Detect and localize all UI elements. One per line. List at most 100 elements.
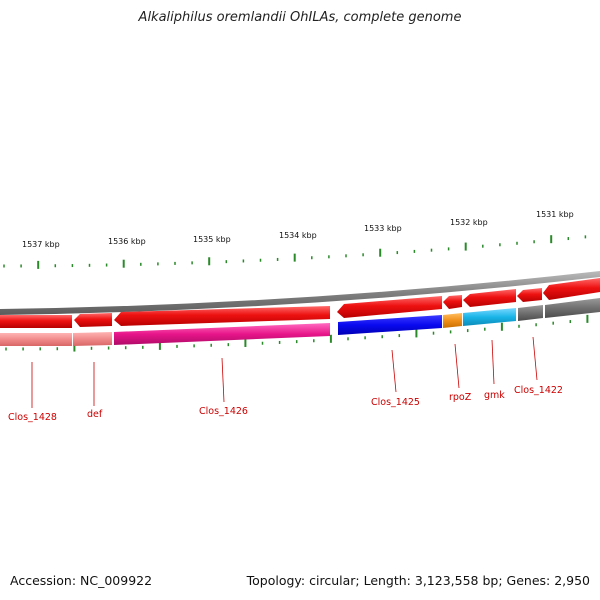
scale-tick	[122, 259, 125, 268]
scale-tick	[364, 336, 366, 340]
scale-tick	[328, 255, 330, 259]
scale-tick	[191, 261, 193, 265]
scale-label: 1533 kbp	[364, 224, 402, 233]
scale-tick	[432, 331, 435, 335]
scale-tick	[347, 337, 349, 341]
scale-tick	[244, 338, 247, 347]
scale-tick	[90, 346, 93, 350]
gene-label-gmk[interactable]: gmk	[484, 390, 505, 401]
scale-tick	[362, 253, 364, 257]
gene-label-def[interactable]: def	[87, 409, 103, 420]
scale-tick	[88, 263, 91, 267]
scale-tick	[193, 344, 195, 348]
cog-Clos_1428	[0, 333, 72, 346]
scale-tick	[415, 329, 418, 338]
scale-tick	[158, 341, 161, 350]
scale-tick	[278, 340, 281, 344]
scale-tick	[413, 249, 416, 253]
gene-labels	[31, 336, 538, 408]
scale-tick	[5, 347, 7, 351]
scale-tick	[107, 346, 110, 350]
cog-Clos_1425	[338, 315, 442, 335]
scale-tick	[586, 314, 589, 323]
cds-next[interactable]	[543, 278, 600, 300]
cds-Clos_1426[interactable]	[114, 306, 330, 326]
scale-labels: 1537 kbp 1536 kbp 1535 kbp 1534 kbp 1533…	[22, 210, 574, 249]
cds-gmk[interactable]	[463, 289, 516, 307]
scale-tick	[142, 345, 144, 349]
gene-label-Clos_1425[interactable]: Clos_1425	[371, 397, 420, 408]
cds-Clos_1428[interactable]	[0, 315, 72, 328]
scale-tick	[569, 320, 572, 324]
cds-def[interactable]	[74, 313, 112, 327]
map-title: Alkaliphilus oremlandii OhILAs, complete…	[138, 10, 462, 25]
cds-track	[0, 278, 600, 328]
scale-tick	[311, 256, 313, 260]
scale-tick	[466, 329, 469, 333]
genome-backbone	[0, 271, 600, 315]
scale-tick	[584, 235, 587, 239]
scale-tick	[227, 343, 230, 347]
scale-tick	[276, 257, 279, 261]
gene-label-Clos_1426[interactable]: Clos_1426	[199, 406, 248, 417]
scale-tick	[259, 258, 262, 262]
scale-tick	[73, 343, 76, 352]
scale-tick	[242, 259, 245, 263]
cds-Clos_1425[interactable]	[337, 296, 442, 318]
scale-tick	[379, 248, 382, 257]
scale-tick	[516, 241, 518, 245]
scale-tick	[567, 237, 570, 241]
gene-label-Clos_1422[interactable]: Clos_1422	[514, 385, 563, 396]
scale-tick	[345, 254, 347, 258]
scale-label: 1531 kbp	[536, 210, 574, 219]
cog-gmk	[463, 308, 516, 326]
scale-tick	[210, 343, 212, 347]
cds-rpoZ[interactable]	[443, 295, 462, 309]
scale-tick	[295, 340, 298, 344]
scale-tick	[261, 341, 264, 345]
scale-tick	[174, 261, 176, 265]
scale-label: 1536 kbp	[108, 237, 146, 246]
scale-tick	[430, 248, 433, 252]
scale-ticks	[3, 235, 589, 352]
scale-tick	[552, 321, 554, 325]
scale-tick	[518, 324, 520, 328]
gene-label-Clos_1428[interactable]: Clos_1428	[8, 412, 57, 423]
scale-tick	[56, 347, 59, 351]
scale-tick	[329, 334, 332, 343]
scale-label: 1537 kbp	[22, 240, 60, 249]
scale-tick	[140, 262, 142, 266]
gene-label-rpoZ[interactable]: rpoZ	[449, 392, 472, 403]
cog-next	[545, 298, 600, 318]
scale-tick	[293, 253, 296, 262]
scale-tick	[3, 264, 5, 268]
scale-tick	[550, 235, 553, 244]
scale-tick	[20, 264, 22, 268]
scale-tick	[499, 243, 501, 247]
cds-Clos_1422[interactable]	[517, 288, 542, 302]
scale-tick	[208, 257, 211, 266]
cog-track	[0, 298, 600, 346]
scale-tick	[54, 264, 57, 268]
scale-tick	[398, 334, 401, 338]
scale-tick	[449, 330, 452, 334]
scale-tick	[124, 346, 127, 350]
cog-rpoZ	[443, 313, 462, 328]
scale-tick	[381, 335, 383, 339]
scale-tick	[313, 339, 315, 343]
scale-tick	[484, 327, 486, 331]
scale-tick	[464, 242, 467, 251]
scale-label: 1535 kbp	[193, 235, 231, 244]
scale-tick	[447, 247, 450, 251]
scale-tick	[37, 260, 40, 269]
topology-text: Topology: circular; Length: 3,123,558 bp…	[246, 573, 590, 588]
scale-tick	[482, 244, 484, 248]
scale-tick	[535, 323, 537, 327]
scale-tick	[533, 240, 535, 244]
scale-label: 1534 kbp	[279, 231, 317, 240]
cog-Clos_1422	[518, 305, 543, 321]
scale-tick	[22, 347, 24, 351]
scale-tick	[39, 347, 41, 351]
scale-tick	[225, 260, 228, 264]
